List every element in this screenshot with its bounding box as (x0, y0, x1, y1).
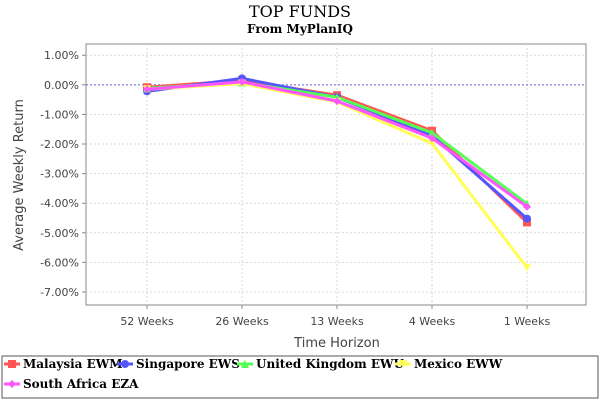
y-tick-label: -3.00% (40, 168, 79, 181)
chart-title: TOP FUNDS (249, 2, 351, 21)
legend-label-singapore-ews: Singapore EWS (136, 357, 240, 371)
y-tick-label: -4.00% (40, 197, 79, 210)
chart-subtitle: From MyPlanIQ (247, 22, 353, 36)
legend-marker-mexico-eww (399, 360, 407, 368)
x-tick-label: 13 Weeks (310, 315, 364, 328)
data-point-singapore-ews (523, 214, 531, 223)
data-point-united-kingdom-ewu (428, 128, 436, 137)
data-point-south-africa-eza (143, 85, 151, 94)
plot-area: 1.00% 0.00% -1.00% -2.00% -3.00% -4.00% -5.00%… (40, 43, 587, 328)
y-tick-label: -5.00% (40, 227, 79, 240)
y-axis-label: Average Weekly Return (12, 99, 27, 251)
y-tick-label: -2.00% (40, 138, 79, 151)
y-tick-label: -1.00% (40, 108, 79, 121)
y-tick-label: 0.00% (44, 79, 79, 92)
x-tick-label: 52 Weeks (120, 315, 174, 328)
legend-marker-malaysia-ewm (8, 360, 16, 368)
x-tick-label: 4 Weeks (409, 315, 456, 328)
data-point-south-africa-eza (333, 97, 341, 106)
y-tick-label: 1.00% (44, 49, 79, 62)
data-point-south-africa-eza (428, 134, 436, 143)
plot-frame (85, 43, 587, 306)
legend-marker-united-kingdom-ewu (241, 360, 249, 368)
y-tick-label: -7.00% (40, 286, 79, 299)
data-point-mexico-eww (523, 263, 531, 272)
legend-label-united-kingdom-ewu: United Kingdom EWU (256, 357, 404, 371)
data-point-south-africa-eza (238, 77, 246, 86)
legend-label-malaysia-ewm: Malaysia EWM (23, 357, 123, 371)
legend-label-mexico-eww: Mexico EWW (414, 357, 503, 371)
legend-marker-south-africa-eza (8, 380, 16, 388)
data-point-south-africa-eza (523, 202, 531, 211)
data-point-mexico-eww (428, 139, 436, 148)
legend-label-south-africa-eza: South Africa EZA (23, 377, 139, 391)
y-tick-label: -6.00% (40, 256, 79, 269)
legend-marker-singapore-ews (121, 360, 129, 368)
x-tick-label: 1 Weeks (504, 315, 551, 328)
legend-box (1, 355, 599, 399)
legend: Malaysia EWM Singapore EWS United Kingdom … (1, 355, 599, 399)
x-axis-label: Time Horizon (293, 336, 380, 351)
x-tick-label: 26 Weeks (215, 315, 269, 328)
